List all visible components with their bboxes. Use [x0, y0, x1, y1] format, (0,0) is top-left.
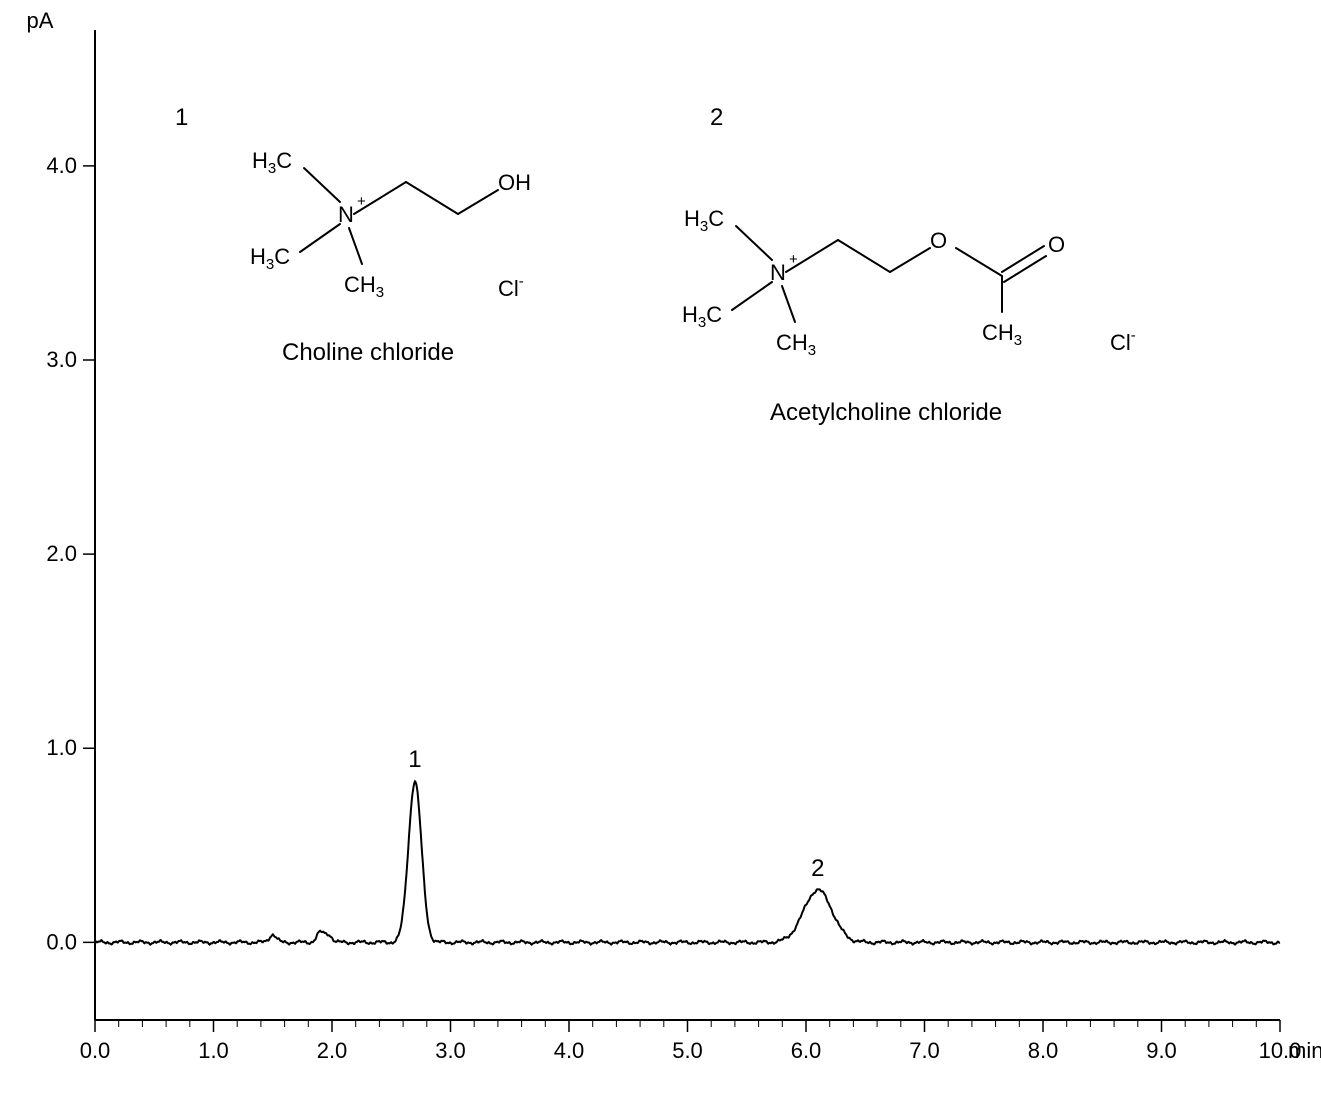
mol2-h3c-a: H3C [684, 206, 724, 235]
x-axis-unit: min [1288, 1038, 1321, 1063]
molecule-choline: 1 OH N + H3C H3C CH3 Cl- Choline chlorid… [175, 104, 531, 366]
mol2-o-ester: O [930, 228, 947, 253]
peak-label-2: 2 [811, 855, 824, 882]
mol2-plus: + [789, 251, 798, 268]
x-tick-label: 1.0 [198, 1038, 229, 1063]
mol1-h3c-a: H3C [252, 148, 292, 177]
x-tick-label: 9.0 [1146, 1038, 1177, 1063]
mol2-ch3-a: CH3 [776, 330, 816, 359]
molecule-1-name: Choline chloride [282, 339, 454, 366]
molecule-2-id: 2 [710, 104, 723, 131]
mol2-h3c-b: H3C [682, 302, 722, 331]
y-tick-label: 0.0 [46, 929, 77, 954]
molecule-1-id: 1 [175, 104, 188, 131]
mol2-o-db: O [1048, 232, 1065, 257]
x-tick-label: 2.0 [317, 1038, 348, 1063]
mol2-n: N [770, 260, 786, 285]
mol1-oh: OH [498, 170, 531, 195]
mol2-cl: Cl- [1110, 327, 1136, 355]
molecule-2-name: Acetylcholine chloride [770, 399, 1002, 426]
mol2-ch3-b: CH3 [982, 320, 1022, 349]
y-axis-unit: pA [27, 8, 54, 33]
x-tick-label: 3.0 [435, 1038, 466, 1063]
x-tick-label: 6.0 [791, 1038, 822, 1063]
mol1-n: N [338, 202, 354, 227]
y-tick-label: 1.0 [46, 735, 77, 760]
x-tick-label: 5.0 [672, 1038, 703, 1063]
y-tick-label: 4.0 [46, 153, 77, 178]
x-tick-label: 8.0 [1028, 1038, 1059, 1063]
mol1-ch3: CH3 [344, 272, 384, 301]
mol1-cl: Cl- [498, 273, 524, 301]
y-tick-label: 3.0 [46, 347, 77, 372]
x-tick-label: 4.0 [554, 1038, 585, 1063]
x-tick-label: 7.0 [909, 1038, 940, 1063]
mol1-h3c-b: H3C [250, 244, 290, 273]
y-tick-label: 2.0 [46, 541, 77, 566]
mol1-plus: + [357, 193, 366, 210]
chromatogram-trace [95, 781, 1280, 944]
peak-label-1: 1 [408, 746, 421, 773]
x-tick-label: 0.0 [80, 1038, 111, 1063]
molecule-acetylcholine: 2 O O N + H3C H3C CH3 CH [682, 104, 1136, 426]
